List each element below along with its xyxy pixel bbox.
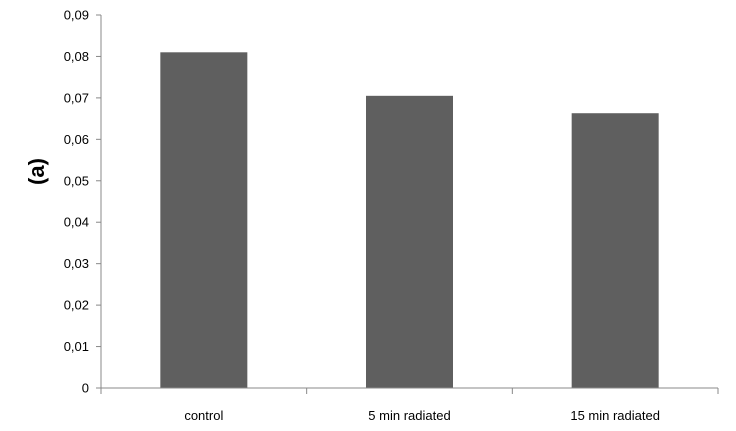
bars (160, 52, 659, 389)
y-axis-ticks: 0 0,01 0,02 0,03 0,04 0,05 0,06 0,07 0,08 0,09 (64, 8, 101, 396)
y-tick-label: 0 (82, 381, 89, 396)
y-tick-label: 0,05 (64, 173, 89, 188)
y-tick-label: 0,04 (64, 215, 89, 230)
y-tick-label: 0,02 (64, 298, 89, 313)
bar (571, 113, 659, 389)
y-tick-label: 0,08 (64, 49, 89, 64)
y-axis-title: (a) (24, 158, 49, 185)
axes (100, 15, 718, 389)
bar (160, 52, 248, 389)
y-tick-label: 0,01 (64, 339, 89, 354)
y-tick-label: 0,06 (64, 132, 89, 147)
y-tick-label: 0,07 (64, 90, 89, 105)
x-axis-ticks: control 5 min radiated 15 min radiated (100, 388, 719, 423)
y-tick-label: 0,03 (64, 256, 89, 271)
y-tick-label: 0,09 (64, 8, 89, 23)
x-tick-label: control (184, 408, 223, 423)
bar (366, 95, 453, 389)
x-tick-label: 15 min radiated (570, 408, 660, 423)
x-tick-label: 5 min radiated (368, 408, 450, 423)
